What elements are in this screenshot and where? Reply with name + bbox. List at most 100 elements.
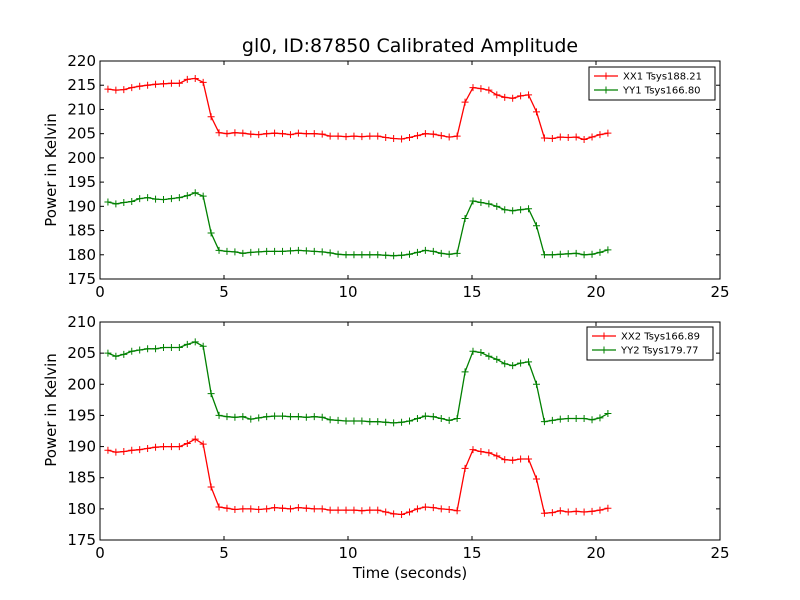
data-point-marker	[279, 504, 287, 512]
data-point-marker	[580, 135, 588, 143]
data-point-marker	[445, 133, 453, 141]
data-point-marker	[453, 415, 461, 423]
data-point-marker	[167, 344, 175, 352]
data-point-marker	[104, 198, 112, 206]
data-point-marker	[334, 250, 342, 258]
data-point-marker	[437, 132, 445, 140]
series-line	[107, 341, 609, 424]
data-point-marker	[215, 503, 223, 511]
data-point-marker	[437, 505, 445, 513]
data-point-marker	[310, 130, 318, 138]
data-point-marker	[532, 108, 540, 116]
data-point-marker	[366, 251, 374, 259]
data-point-marker	[223, 504, 231, 512]
data-point-marker	[604, 246, 612, 254]
data-point-marker	[271, 504, 279, 512]
data-point-marker	[406, 508, 414, 516]
legend-swatch-marker	[602, 86, 610, 94]
axes-frame	[99, 60, 721, 280]
data-point-marker	[342, 417, 350, 425]
data-point-marker	[144, 345, 152, 353]
data-point-marker	[286, 247, 294, 255]
data-point-marker	[334, 132, 342, 140]
data-point-marker	[183, 439, 191, 447]
data-point-marker	[112, 86, 120, 94]
data-point-marker	[564, 508, 572, 516]
data-point-marker	[406, 134, 414, 142]
data-point-marker	[382, 418, 390, 426]
data-point-marker	[556, 507, 564, 515]
data-point-marker	[191, 189, 199, 197]
data-point-marker	[572, 507, 580, 515]
data-point-marker	[588, 416, 596, 424]
data-point-marker	[429, 130, 437, 138]
data-point-marker	[580, 415, 588, 423]
x-tick-label: 10	[338, 283, 357, 301]
data-point-marker	[564, 415, 572, 423]
x-axis-label: Time (seconds)	[352, 564, 468, 582]
data-point-marker	[263, 247, 271, 255]
data-point-marker	[199, 192, 207, 200]
data-point-marker	[310, 505, 318, 513]
data-point-marker	[461, 98, 469, 106]
data-point-marker	[199, 342, 207, 350]
data-point-marker	[302, 247, 310, 255]
data-point-marker	[271, 412, 279, 420]
data-point-marker	[326, 506, 334, 514]
data-point-marker	[263, 130, 271, 138]
data-point-marker	[152, 80, 160, 88]
data-point-marker	[271, 247, 279, 255]
data-point-marker	[517, 455, 525, 463]
data-point-marker	[532, 380, 540, 388]
data-point-marker	[247, 415, 255, 423]
y-tick-label: 185	[67, 222, 96, 240]
data-point-marker	[247, 130, 255, 138]
data-point-marker	[112, 352, 120, 360]
series-line	[107, 192, 609, 257]
x-tick-label: 0	[95, 544, 105, 562]
data-point-marker	[477, 198, 485, 206]
data-point-marker	[564, 250, 572, 258]
data-point-marker	[398, 418, 406, 426]
data-point-marker	[207, 390, 215, 398]
data-point-marker	[318, 130, 326, 138]
legend: XX1 Tsys188.21 YY1 Tsys166.80	[588, 66, 716, 101]
data-point-marker	[493, 452, 501, 460]
data-point-marker	[406, 417, 414, 425]
data-point-marker	[501, 360, 509, 368]
data-point-marker	[421, 503, 429, 511]
data-point-marker	[477, 448, 485, 456]
x-tick-label: 15	[462, 544, 481, 562]
data-point-marker	[112, 448, 120, 456]
data-point-marker	[493, 91, 501, 99]
data-point-marker	[112, 200, 120, 208]
data-point-marker	[366, 418, 374, 426]
data-point-marker	[302, 413, 310, 421]
y-tick-label: 205	[67, 125, 96, 143]
data-point-marker	[421, 246, 429, 254]
data-point-marker	[437, 415, 445, 423]
data-point-marker	[239, 413, 247, 421]
data-point-marker	[326, 249, 334, 257]
data-point-marker	[413, 248, 421, 256]
x-tick-label: 25	[710, 544, 729, 562]
data-point-marker	[207, 229, 215, 237]
data-point-marker	[231, 248, 239, 256]
data-point-marker	[175, 194, 183, 202]
data-point-marker	[223, 413, 231, 421]
data-point-marker	[120, 350, 128, 358]
data-point-marker	[310, 413, 318, 421]
y-tick-label: 210	[67, 313, 96, 331]
data-point-marker	[104, 446, 112, 454]
legend-label: YY1 Tsys166.80	[622, 86, 701, 97]
data-point-marker	[358, 417, 366, 425]
data-point-marker	[159, 443, 167, 451]
data-point-marker	[413, 505, 421, 513]
data-point-marker	[350, 506, 358, 514]
x-tick-label: 20	[586, 544, 605, 562]
data-point-marker	[445, 416, 453, 424]
data-point-marker	[144, 444, 152, 452]
data-point-marker	[580, 251, 588, 259]
x-tick-label: 5	[219, 283, 229, 301]
x-tick-label: 10	[338, 544, 357, 562]
